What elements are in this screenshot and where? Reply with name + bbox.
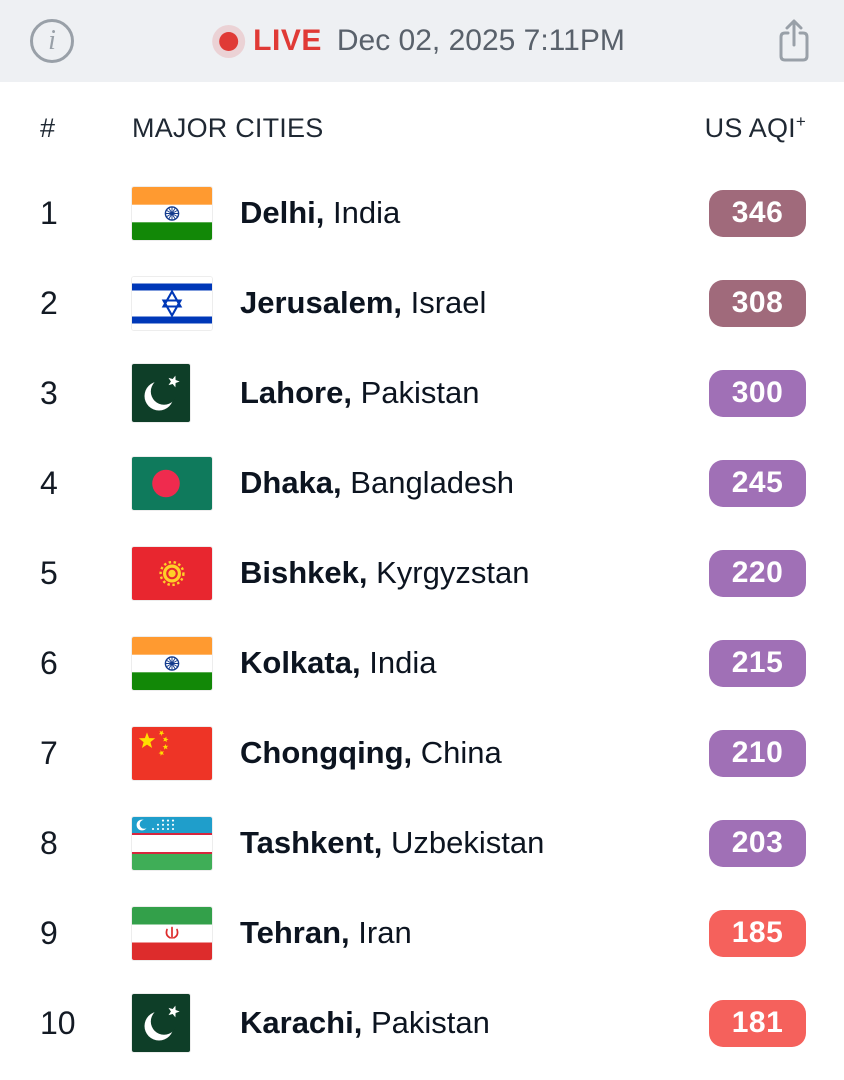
city-row[interactable]: 1 Delhi, India 346 — [40, 168, 806, 258]
city-country-label: Dhaka, Bangladesh — [240, 465, 515, 500]
aqi-badge: 215 — [709, 639, 806, 687]
rank-label: 5 — [40, 554, 58, 591]
flag-india-icon — [132, 186, 212, 240]
aqi-badge: 210 — [709, 729, 806, 777]
city-row[interactable]: 10 Karachi, Pakistan 181 — [40, 978, 806, 1068]
flag-iran-icon — [132, 906, 212, 960]
city-country-label: Chongqing, China — [240, 735, 502, 770]
aqi-badge: 185 — [709, 909, 806, 957]
aqi-badge: 245 — [709, 459, 806, 507]
aqi-badge: 203 — [709, 819, 806, 867]
city-row[interactable]: 3 Lahore, Pakistan 300 — [40, 348, 806, 438]
flag-pakistan-icon — [132, 994, 212, 1052]
aqi-badge: 220 — [709, 549, 806, 597]
live-dot-icon — [219, 31, 239, 51]
aqi-badge: 346 — [709, 189, 806, 237]
aqi-badge: 181 — [709, 999, 806, 1047]
status-bar: i LIVE Dec 02, 2025 7:11PM — [0, 0, 844, 82]
city-row[interactable]: 4 Dhaka, Bangladesh 245 — [40, 438, 806, 528]
rank-label: 4 — [40, 464, 58, 501]
aqi-badge: 308 — [709, 279, 806, 327]
rank-label: 1 — [40, 194, 58, 231]
live-label: LIVE — [253, 24, 322, 57]
city-country-label: Tehran, Iran — [240, 915, 412, 950]
rank-label: 8 — [40, 824, 58, 861]
city-row[interactable]: 8 Tashkent, Uzbekistan 203 — [40, 798, 806, 888]
aqi-badge: 300 — [709, 369, 806, 417]
rank-label: 3 — [40, 374, 58, 411]
rank-label: 10 — [40, 1004, 76, 1041]
info-icon[interactable]: i — [30, 19, 74, 63]
share-icon[interactable] — [774, 17, 814, 65]
flag-israel-icon — [132, 276, 212, 330]
flag-india-icon — [132, 636, 212, 690]
city-row[interactable]: 7 Chongqing, China 210 — [40, 708, 806, 798]
flag-kyrgyzstan-icon — [132, 546, 212, 600]
city-country-label: Delhi, India — [240, 195, 401, 230]
aqi-ranking-table: # MAJOR CITIES US AQI+ 1 Delhi, India 346… — [0, 82, 844, 1068]
flag-uzbekistan-icon — [132, 816, 212, 870]
flag-china-icon — [132, 726, 212, 780]
rank-column-header: # — [40, 112, 56, 143]
live-status: LIVE Dec 02, 2025 7:11PM — [219, 24, 625, 58]
city-country-label: Tashkent, Uzbekistan — [240, 825, 545, 860]
city-row[interactable]: 9 Tehran, Iran 185 — [40, 888, 806, 978]
flag-bangladesh-icon — [132, 456, 212, 510]
city-row[interactable]: 2 Jerusalem, Israel 308 — [40, 258, 806, 348]
rank-label: 7 — [40, 734, 58, 771]
city-row[interactable]: 6 Kolkata, India 215 — [40, 618, 806, 708]
city-country-label: Karachi, Pakistan — [240, 1005, 490, 1040]
rank-label: 2 — [40, 284, 58, 321]
city-country-label: Bishkek, Kyrgyzstan — [240, 555, 530, 590]
city-rows: 1 Delhi, India 346 2 Jerusalem, Israel 308 3… — [40, 168, 806, 1068]
city-country-label: Kolkata, India — [240, 645, 437, 680]
cities-column-header: MAJOR CITIES — [132, 112, 324, 143]
rank-label: 6 — [40, 644, 58, 681]
city-row[interactable]: 5 Bishkek, Kyrgyzstan 220 — [40, 528, 806, 618]
rank-label: 9 — [40, 914, 58, 951]
timestamp: Dec 02, 2025 7:11PM — [336, 24, 625, 57]
flag-pakistan-icon — [132, 364, 212, 422]
city-country-label: Jerusalem, Israel — [240, 285, 487, 320]
table-header: # MAJOR CITIES US AQI+ — [40, 82, 806, 168]
aqi-column-header: US AQI+ — [704, 112, 806, 143]
city-country-label: Lahore, Pakistan — [240, 375, 480, 410]
